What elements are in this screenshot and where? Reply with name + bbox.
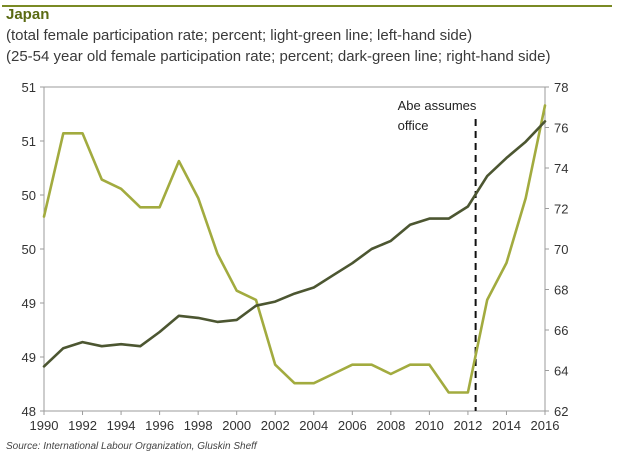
right-axis-tick-label: 68 bbox=[554, 283, 568, 298]
plot-frame bbox=[43, 86, 546, 412]
right-axis-tick-label: 78 bbox=[554, 80, 568, 95]
annotation-label-line-2: office bbox=[398, 118, 429, 133]
chart-title: Japan bbox=[6, 6, 50, 23]
series-line-right-axis bbox=[42, 120, 547, 368]
x-axis-tick-label: 2016 bbox=[531, 418, 560, 433]
x-axis-tick-label: 2008 bbox=[376, 418, 405, 433]
chart-subtitle-line-1: (total female participation rate; percen… bbox=[6, 27, 473, 44]
x-axis-tick-label: 1998 bbox=[184, 418, 213, 433]
x-axis-tick-label: 1996 bbox=[145, 418, 174, 433]
x-axis-tick-label: 2002 bbox=[261, 418, 290, 433]
x-axis-tick-label: 2000 bbox=[222, 418, 251, 433]
x-axis-tick-label: 1992 bbox=[68, 418, 97, 433]
title-rule bbox=[2, 5, 612, 7]
chart-subtitle-line-2: (25-54 year old female participation rat… bbox=[6, 48, 551, 65]
x-axis-tick-label: 2012 bbox=[453, 418, 482, 433]
x-axis-tick-label: 2006 bbox=[338, 418, 367, 433]
left-axis-tick-label: 48 bbox=[22, 404, 36, 419]
x-axis-tick-label: 1994 bbox=[107, 418, 136, 433]
left-axis-tick-label: 51 bbox=[22, 80, 36, 95]
x-axis-tick-label: 2014 bbox=[492, 418, 521, 433]
series-line-left-axis bbox=[42, 104, 547, 394]
right-axis-tick-label: 70 bbox=[554, 242, 568, 257]
left-axis-tick-label: 50 bbox=[22, 188, 36, 203]
right-axis-tick-label: 64 bbox=[554, 364, 568, 379]
x-axis-tick-label: 2010 bbox=[415, 418, 444, 433]
right-axis-tick-label: 66 bbox=[554, 323, 568, 338]
left-axis-tick-label: 49 bbox=[22, 350, 36, 365]
left-axis-tick-label: 49 bbox=[22, 296, 36, 311]
source-note: Source: International Labour Organizatio… bbox=[6, 441, 257, 452]
right-axis-tick-label: 72 bbox=[554, 202, 568, 217]
right-axis-tick-label: 76 bbox=[554, 121, 568, 136]
left-axis-tick-label: 50 bbox=[22, 242, 36, 257]
x-axis-tick-label: 1990 bbox=[30, 418, 59, 433]
x-axis-tick-label: 2004 bbox=[299, 418, 328, 433]
left-axis-tick-label: 51 bbox=[22, 134, 36, 149]
right-axis-tick-label: 74 bbox=[554, 161, 568, 176]
right-axis-tick-label: 62 bbox=[554, 404, 568, 419]
annotation-label-line-1: Abe assumes bbox=[398, 98, 477, 113]
